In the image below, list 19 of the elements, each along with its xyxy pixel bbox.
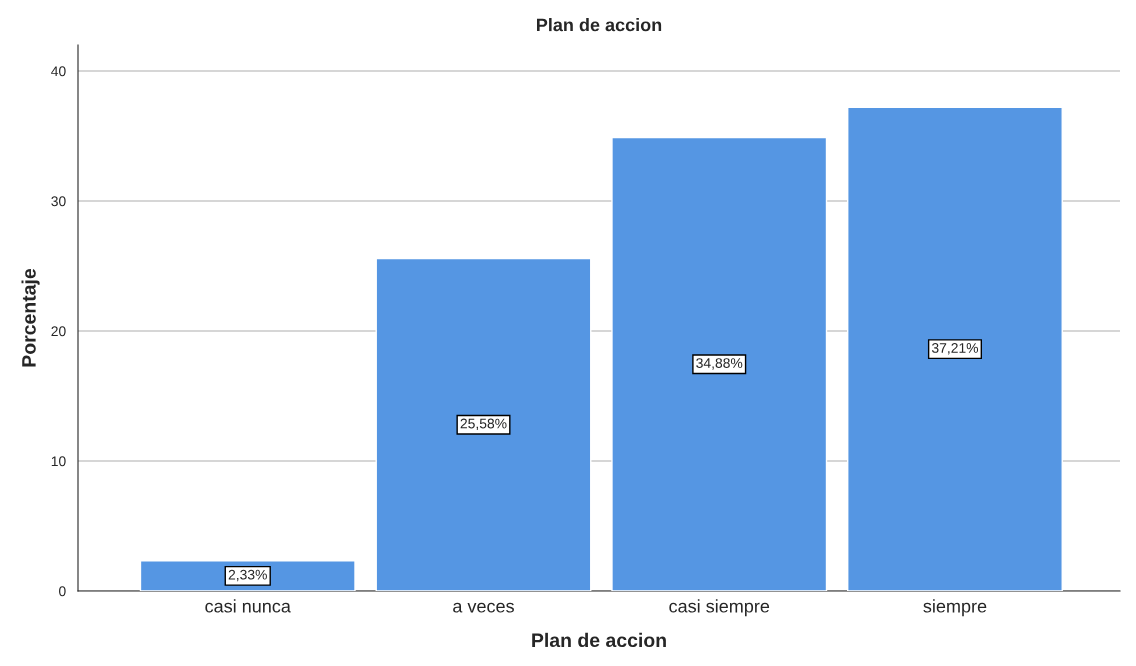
y-axis-title: Porcentaje [21, 268, 40, 367]
y-tick-label: 40 [51, 66, 66, 77]
x-tick-label: casi nunca [205, 599, 291, 613]
x-axis-title: Plan de accion [532, 632, 666, 648]
bar [611, 136, 828, 591]
x-tick-label: casi siempre [669, 599, 770, 617]
x-tick-label: siempre [923, 599, 987, 617]
bar [375, 257, 592, 591]
chart-title: Plan de accion [537, 18, 662, 32]
bar [847, 106, 1063, 591]
y-tick-label: 30 [51, 196, 66, 207]
data-label: 34,88% [696, 358, 743, 370]
y-tick-label: 0 [59, 586, 66, 597]
y-tick-label: 10 [51, 456, 66, 467]
x-tick-label: a veces [453, 602, 514, 613]
data-label: 37,21% [931, 343, 979, 355]
y-tick-label: 20 [51, 326, 66, 337]
data-label: 2,33% [228, 569, 267, 582]
data-label: 25,58% [460, 418, 507, 431]
